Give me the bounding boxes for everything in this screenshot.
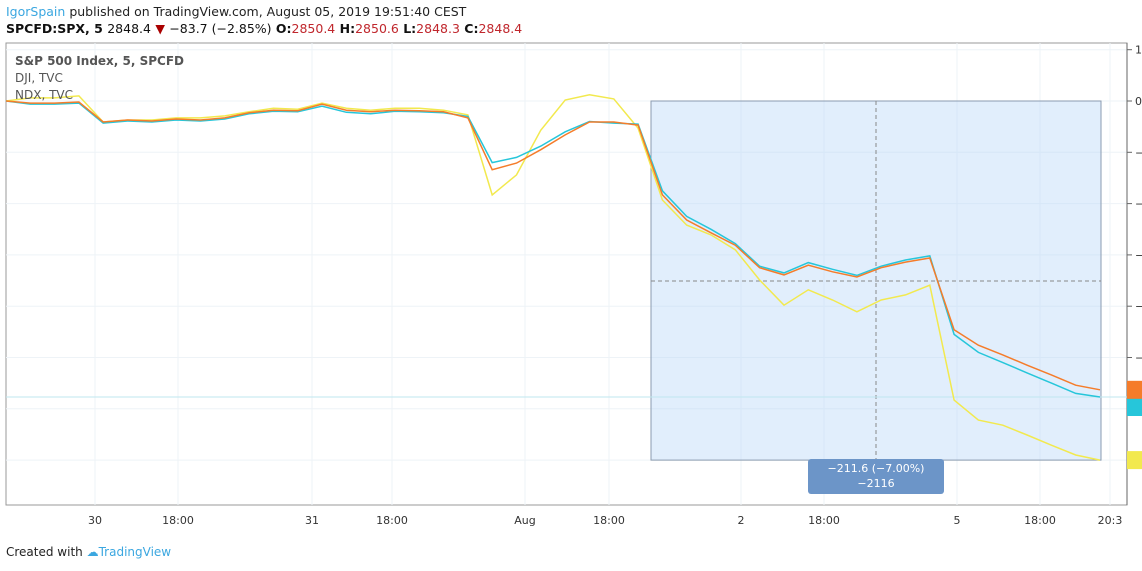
change: −83.7 (−2.85%) <box>169 21 272 36</box>
c-label: C: <box>464 21 479 36</box>
last-value-tag <box>1127 398 1142 417</box>
series-line-2 <box>5 94 1101 461</box>
low-value: 2848.3 <box>416 21 460 36</box>
close-value: 2848.4 <box>478 21 523 36</box>
y-tick-label: 1 <box>1135 44 1142 57</box>
x-tick-label: 18:00 <box>593 514 625 527</box>
h-label: H: <box>339 21 356 36</box>
author-link[interactable]: IgorSpain <box>6 4 66 19</box>
ohlc-bar: SPCFD:SPX, 5 2848.4 ▼ −83.7 (−2.85%) O:2… <box>6 21 522 36</box>
last-value-tag <box>1127 380 1142 399</box>
x-tick-label: 2 <box>738 514 745 527</box>
series-line-0 <box>5 100 1101 391</box>
y-tick-label: − <box>1135 352 1142 365</box>
publish-info: IgorSpain published on TradingView.com, … <box>6 4 466 19</box>
x-tick-label: 30 <box>88 514 102 527</box>
down-arrow-icon: ▼ <box>155 21 165 36</box>
footer: Created with ☁TradingView <box>6 545 171 559</box>
tradingview-link[interactable]: TradingView <box>98 545 172 559</box>
last-value-tag <box>1127 451 1142 470</box>
symbol: SPCFD:SPX, 5 <box>6 21 103 36</box>
x-tick-label: 18:00 <box>808 514 840 527</box>
high-value: 2850.6 <box>355 21 399 36</box>
y-tick-label: 0 <box>1135 95 1142 108</box>
o-label: O: <box>275 21 292 36</box>
x-tick-label: 31 <box>305 514 319 527</box>
x-tick-label: 18:00 <box>376 514 408 527</box>
y-tick-label: − <box>1135 198 1142 211</box>
measure-tooltip: −211.6 (−7.00%) −2116 165 bars, 4d 35m <box>808 459 944 505</box>
x-tick-label: 20:3 <box>1098 514 1123 527</box>
legend-ndx[interactable]: NDX, TVC <box>15 88 73 102</box>
y-tick-label: − <box>1135 249 1142 262</box>
series-line-1 <box>5 100 1101 398</box>
tradingview-logo-icon: ☁ <box>86 545 99 559</box>
x-tick-label: 18:00 <box>162 514 194 527</box>
y-tick-label: − <box>1135 146 1142 159</box>
x-tick-label: 5 <box>954 514 961 527</box>
publish-text: published on TradingView.com, August 05,… <box>69 4 467 19</box>
y-tick-label: − <box>1135 300 1142 313</box>
x-tick-label: 18:00 <box>1024 514 1056 527</box>
price: 2848.4 <box>107 21 151 36</box>
measure-line2: 165 bars, 4d 35m <box>827 492 925 505</box>
l-label: L: <box>403 21 417 36</box>
open-value: 2850.4 <box>291 21 336 36</box>
x-tick-label: Aug <box>514 514 535 527</box>
legend-dji[interactable]: DJI, TVC <box>15 71 63 85</box>
measure-line1: −211.6 (−7.00%) −2116 <box>827 462 925 490</box>
legend: S&P 500 Index, 5, SPCFD DJI, TVC NDX, TV… <box>15 53 184 104</box>
legend-spx[interactable]: S&P 500 Index, 5, SPCFD <box>15 54 185 68</box>
created-with: Created with <box>6 545 83 559</box>
